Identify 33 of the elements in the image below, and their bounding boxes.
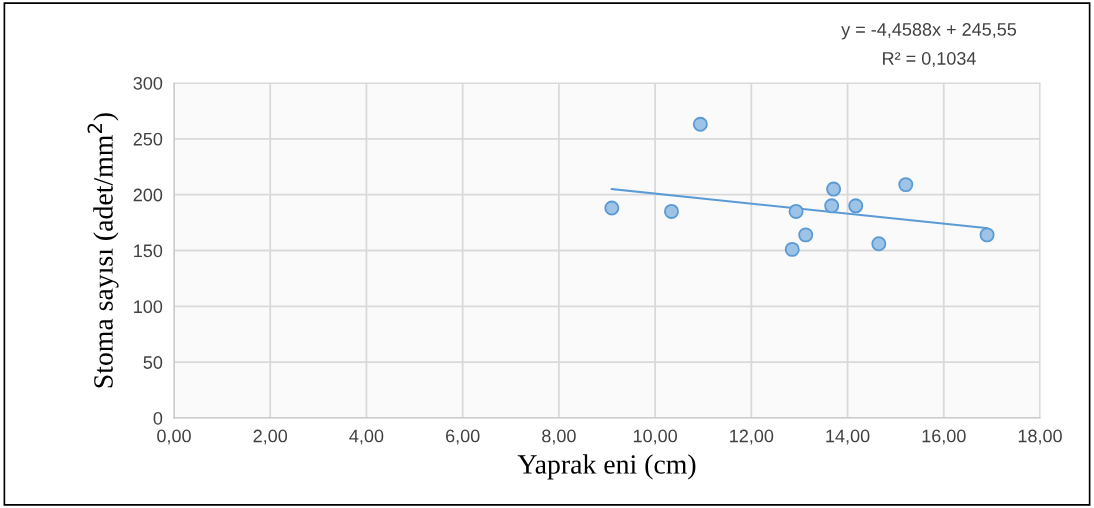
x-tick-label: 8,00 xyxy=(542,429,576,445)
point xyxy=(788,203,804,219)
y-tick-label: 300 xyxy=(133,76,163,90)
y-tick-label: 50 xyxy=(143,356,163,369)
point xyxy=(848,198,864,214)
point xyxy=(798,227,814,243)
y-tick-label: 0 xyxy=(153,411,163,425)
x-tick-label: 10,00 xyxy=(633,429,677,445)
x-tick-label: 18,00 xyxy=(1018,429,1062,445)
x-tick-label: 6,00 xyxy=(446,429,480,445)
x-tick-label: 12,00 xyxy=(730,429,774,445)
x-tick-label: 14,00 xyxy=(826,429,870,445)
point xyxy=(979,227,995,243)
point xyxy=(824,198,840,214)
point xyxy=(692,116,708,132)
x-axis-title: Yaprak eni (cm) xyxy=(517,454,696,480)
y-axis-title: Stoma sayısı (adet/mm$^{2}$) xyxy=(87,113,119,388)
x-tick-label: 2,00 xyxy=(253,429,288,445)
y-tick-label: 100 xyxy=(134,300,163,314)
x-tick-label: 4,00 xyxy=(349,429,384,445)
text: R² = 0,1034 xyxy=(883,52,976,67)
point xyxy=(871,236,887,252)
text: y = -4,4588x + 245,55 xyxy=(841,23,1017,40)
point xyxy=(604,200,620,216)
point xyxy=(826,181,842,197)
y-tick-label: 150 xyxy=(134,244,163,258)
y-tick-label: 250 xyxy=(133,132,163,146)
point xyxy=(663,203,679,219)
y-tick-label: 200 xyxy=(133,188,163,202)
point xyxy=(784,241,800,257)
x-tick-label: 16,00 xyxy=(922,429,966,445)
x-tick-label: 0,00 xyxy=(157,429,191,445)
point xyxy=(898,177,914,193)
